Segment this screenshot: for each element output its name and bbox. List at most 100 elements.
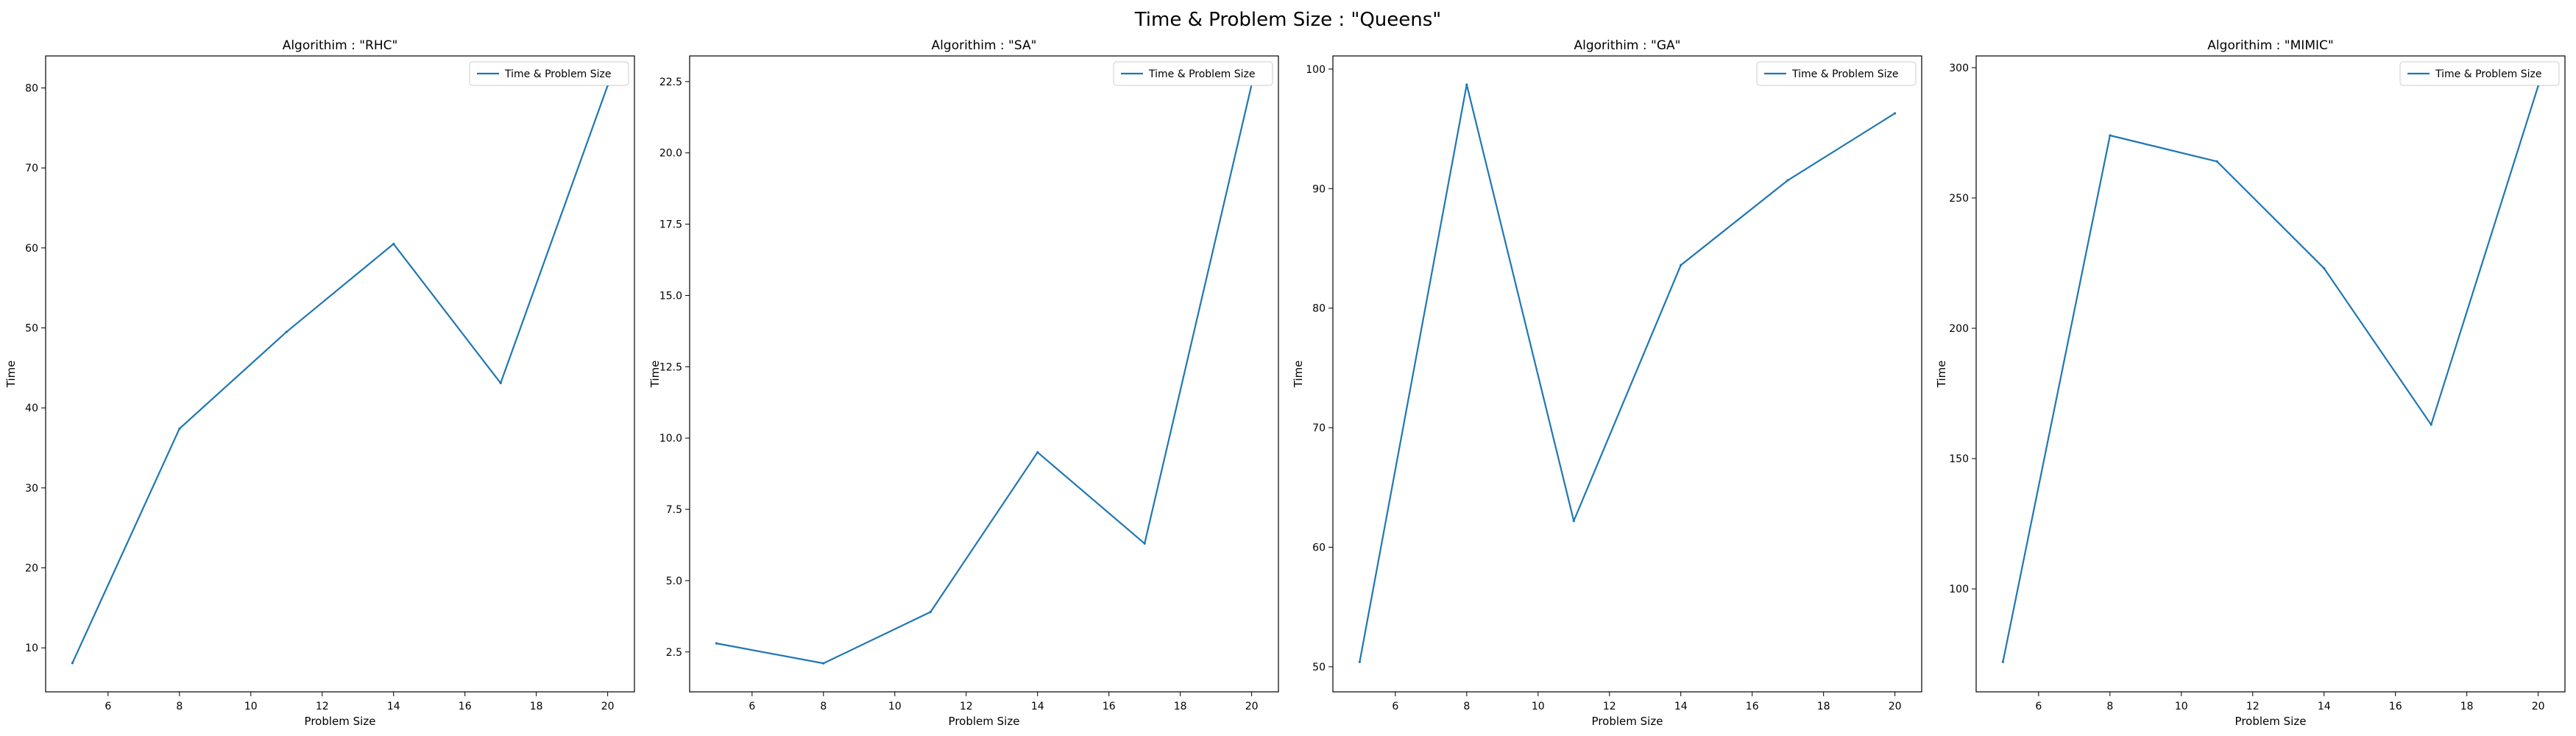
x-tick-label: 6	[2035, 701, 2042, 712]
x-tick-label: 18	[1817, 701, 1830, 712]
axes-frame	[1332, 55, 1922, 693]
x-tick-label: 12	[2246, 701, 2260, 712]
y-axis-label: Time	[4, 361, 18, 389]
x-tick-label: 12	[960, 701, 973, 712]
legend-box	[1756, 61, 1917, 86]
y-tick-label: 50	[1312, 662, 1326, 673]
data-point	[1572, 520, 1575, 523]
x-tick-label: 14	[2318, 701, 2331, 712]
y-tick-label: 12.5	[659, 361, 682, 373]
y-tick-label: 150	[1949, 453, 1969, 465]
x-tick-label: 20	[1889, 701, 1902, 712]
data-point	[2430, 423, 2432, 426]
data-point	[392, 242, 395, 245]
y-tick-label: 2.5	[666, 647, 682, 659]
legend: Time & Problem Size	[469, 61, 629, 86]
y-tick-label: 50	[25, 323, 38, 335]
y-axis-label: Time	[648, 361, 662, 389]
legend: Time & Problem Size	[1113, 61, 1273, 86]
data-point	[178, 427, 181, 431]
data-point	[71, 662, 74, 665]
x-tick-label: 14	[1674, 701, 1688, 712]
data-point	[2215, 160, 2218, 163]
y-tick-label: 60	[1312, 542, 1326, 553]
y-tick-label: 250	[1949, 193, 1969, 205]
x-tick-label: 12	[316, 701, 329, 712]
y-tick-label: 60	[25, 243, 38, 255]
x-tick-label: 18	[2460, 701, 2474, 712]
x-tick-label: 16	[2389, 701, 2402, 712]
y-tick-label: 30	[25, 483, 38, 495]
subplot-title: Algorithim : "SA"	[932, 38, 1037, 53]
x-axis-label: Problem Size	[2235, 715, 2307, 728]
axes-frame	[689, 55, 1279, 693]
y-tick-label: 40	[25, 403, 38, 414]
data-point	[2323, 266, 2326, 270]
y-tick-label: 10.0	[659, 433, 682, 445]
x-tick-label: 12	[1603, 701, 1616, 712]
x-tick-label: 10	[2175, 701, 2188, 712]
data-point	[2109, 134, 2112, 137]
x-tick-label: 8	[1463, 701, 1470, 712]
data-point	[2001, 660, 2004, 663]
legend-label: Time & Problem Size	[2435, 68, 2542, 80]
y-tick-label: 20	[25, 563, 38, 575]
data-point	[929, 610, 932, 614]
x-tick-label: 8	[2106, 701, 2113, 712]
x-tick-label: 10	[888, 701, 902, 712]
x-tick-label: 8	[820, 701, 827, 712]
series-line	[71, 85, 609, 664]
y-tick-label: 300	[1949, 63, 1969, 74]
y-tick-label: 70	[25, 163, 38, 174]
y-axis-label: Time	[1292, 361, 1305, 389]
legend: Time & Problem Size	[1756, 61, 1917, 86]
x-tick-label: 6	[1392, 701, 1398, 712]
x-tick-label: 16	[1746, 701, 1759, 712]
data-point	[499, 381, 502, 385]
subplot-title: Algorithim : "RHC"	[283, 38, 398, 53]
y-tick-label: 90	[1312, 183, 1326, 195]
y-tick-label: 100	[1949, 584, 1969, 595]
x-tick-label: 20	[1245, 701, 1259, 712]
data-point	[822, 662, 825, 665]
figure-title: Time & Problem Size : "Queens"	[1134, 9, 1442, 31]
x-tick-label: 8	[176, 701, 183, 712]
x-axis-label: Problem Size	[305, 715, 376, 728]
y-tick-label: 17.5	[659, 219, 682, 231]
legend-label: Time & Problem Size	[1148, 68, 1256, 80]
series-line	[1359, 83, 1896, 662]
data-point	[285, 330, 288, 333]
y-tick-label: 200	[1949, 323, 1969, 335]
series-line	[716, 84, 1253, 665]
y-tick-label: 5.0	[666, 576, 682, 587]
x-tick-label: 10	[244, 701, 258, 712]
y-tick-label: 70	[1312, 422, 1326, 434]
data-point	[1465, 83, 1468, 86]
x-tick-label: 18	[1174, 701, 1187, 712]
x-tick-label: 16	[459, 701, 472, 712]
x-tick-label: 20	[601, 701, 615, 712]
data-point	[715, 642, 718, 645]
x-tick-label: 14	[1031, 701, 1044, 712]
subplot-title: Algorithim : "MIMIC"	[2207, 38, 2333, 53]
axes-frame	[45, 55, 635, 693]
y-tick-label: 15.0	[659, 290, 682, 302]
x-tick-label: 6	[105, 701, 111, 712]
subplot-title: Algorithim : "GA"	[1574, 38, 1681, 53]
x-tick-label: 10	[1532, 701, 1545, 712]
legend-box	[469, 61, 629, 86]
y-tick-label: 80	[1312, 303, 1326, 315]
y-tick-label: 100	[1306, 64, 1326, 76]
y-tick-label: 20.0	[659, 148, 682, 160]
legend-box	[1113, 61, 1273, 86]
legend-box	[2399, 61, 2560, 86]
x-tick-label: 18	[530, 701, 543, 712]
x-tick-label: 14	[387, 701, 400, 712]
y-tick-label: 7.5	[666, 504, 682, 516]
y-tick-label: 22.5	[659, 77, 682, 88]
